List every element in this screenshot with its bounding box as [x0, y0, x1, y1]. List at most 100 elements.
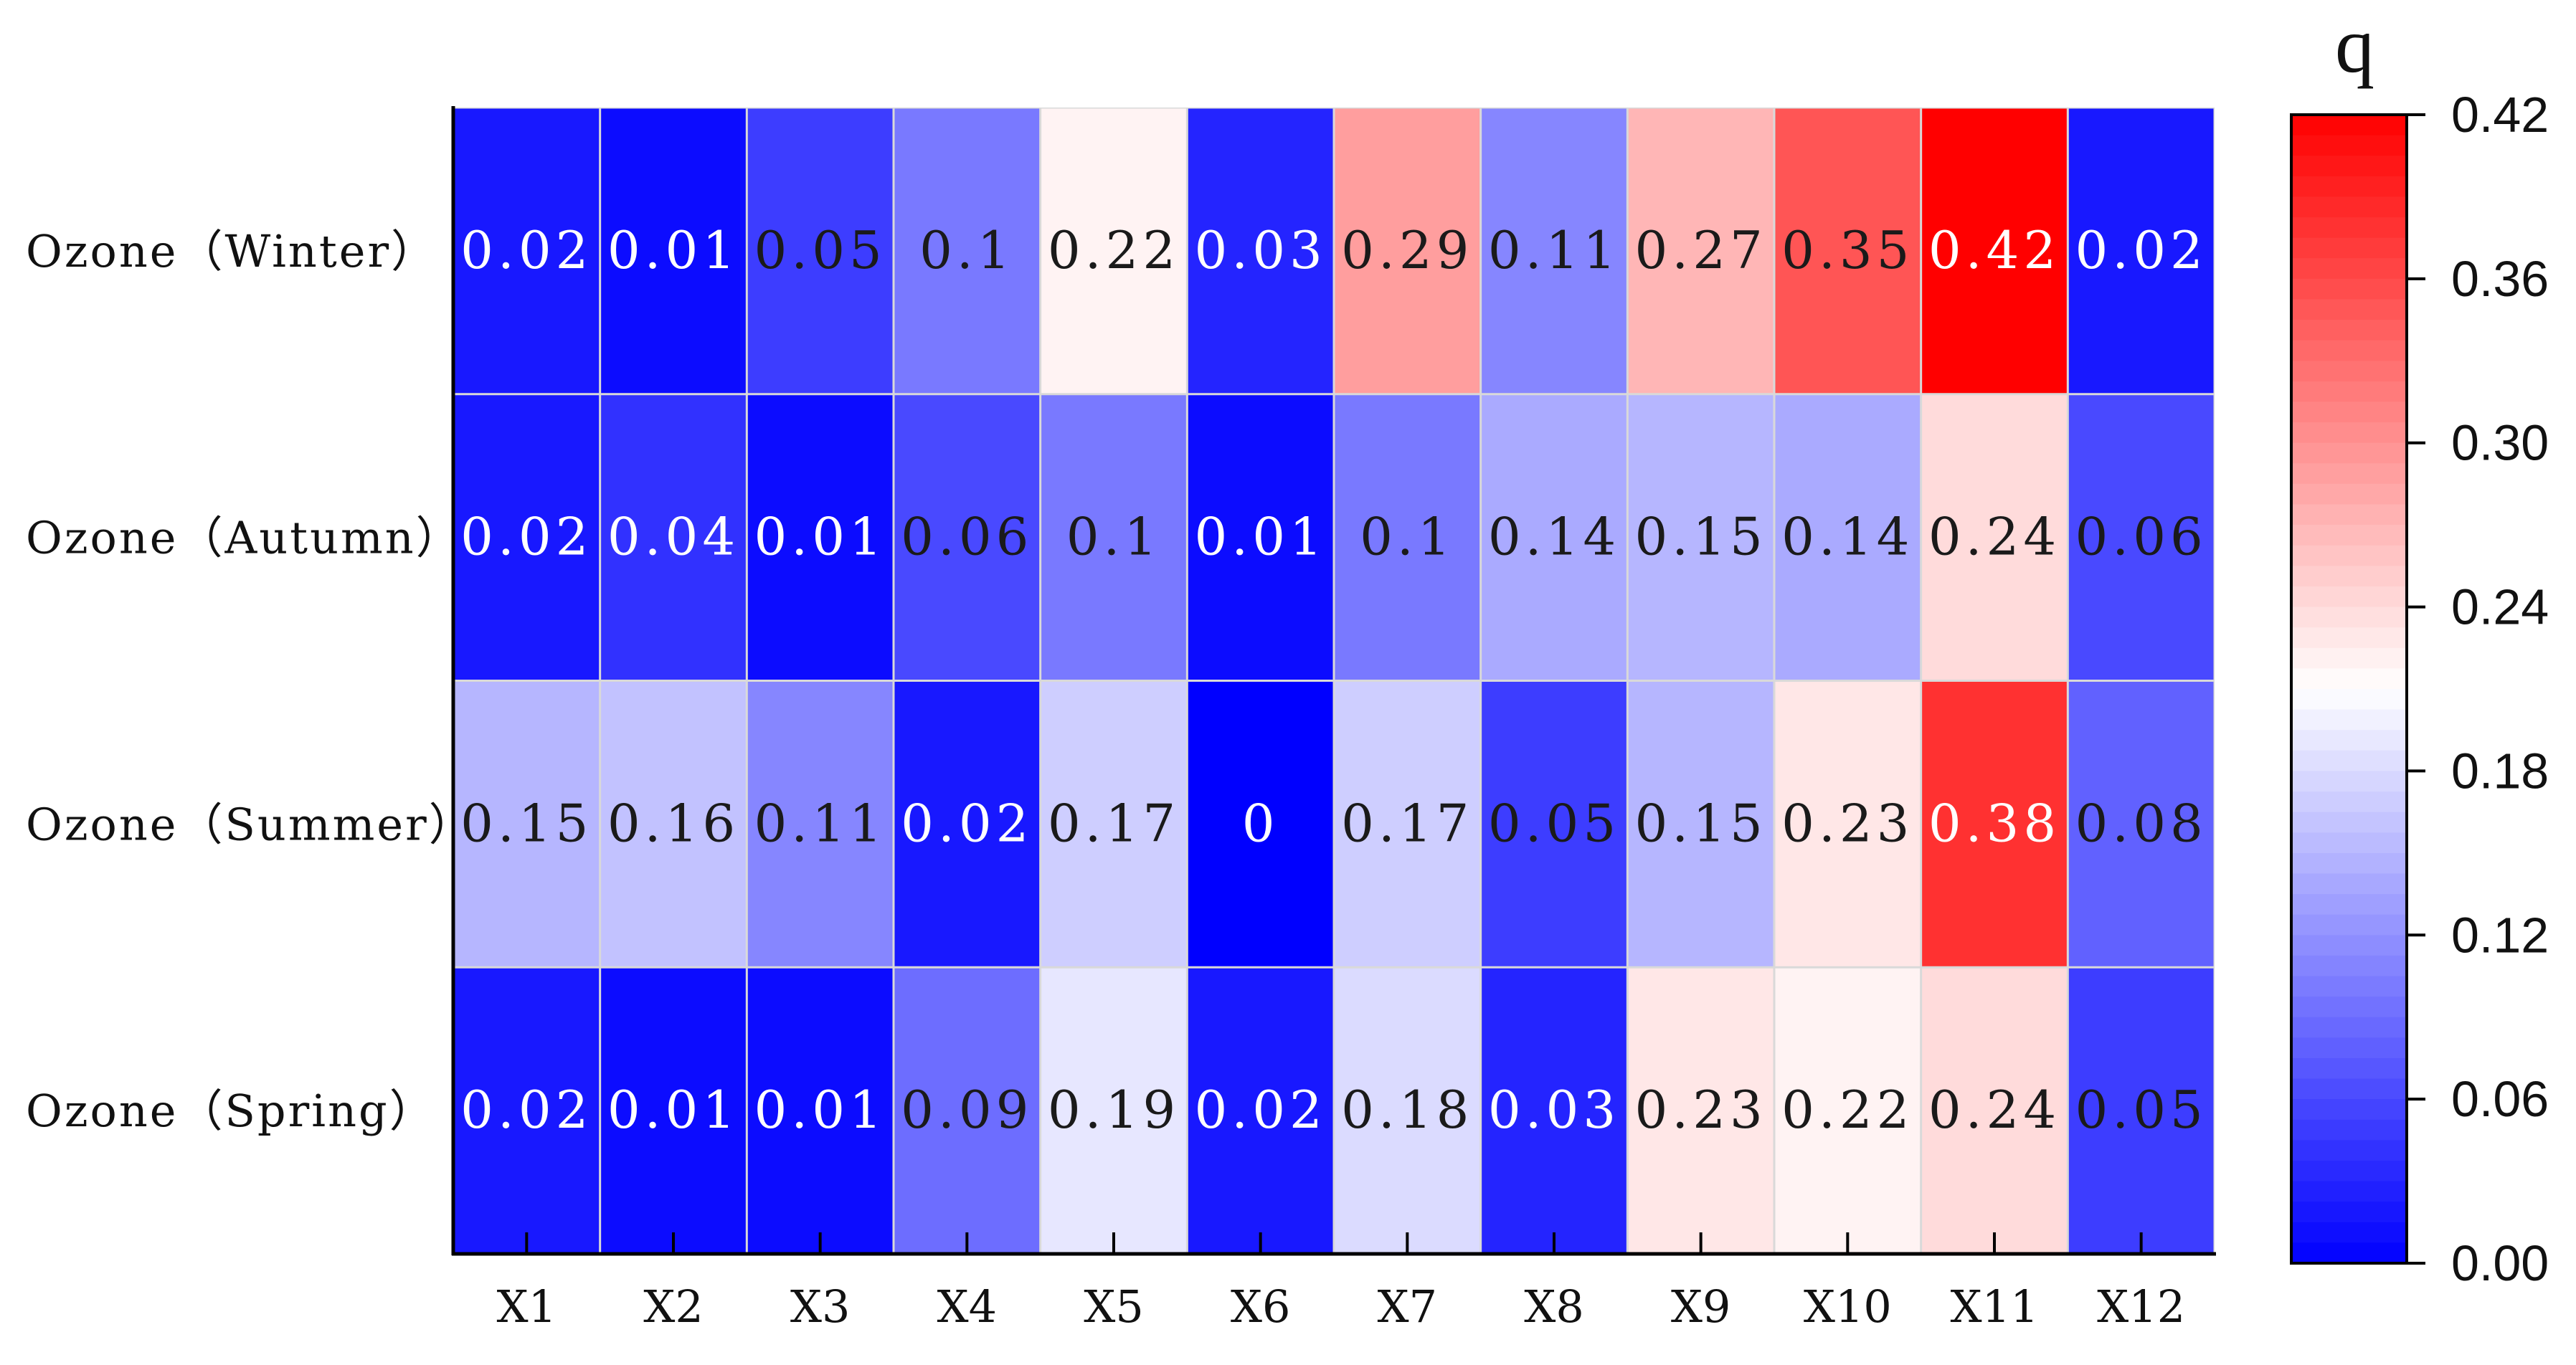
- colorbar-band: [2291, 320, 2407, 341]
- cell-value-label: 0.11: [754, 793, 886, 853]
- heatmap-cell: [2068, 395, 2214, 680]
- heatmap-cell: [1482, 682, 1626, 966]
- colorbar-band: [2291, 525, 2407, 546]
- heatmap-axes: X1 X2 X3 X4 X5 X6 X7 X8 X9 X10 X11 X12 Ozone（Winter）…: [26, 106, 2216, 1333]
- x-tick-label: X10: [1804, 1280, 1892, 1333]
- heatmap-cell: [1922, 968, 2067, 1253]
- colorbar-band: [2291, 730, 2407, 751]
- colorbar-band: [2291, 914, 2407, 936]
- heatmap-cell: [1628, 108, 1774, 394]
- heatmap-cell: [1335, 395, 1480, 680]
- cell-value-label: 0.06: [2075, 507, 2207, 567]
- x-tick-label: X1: [497, 1280, 557, 1333]
- cell-value-label: 0.15: [1635, 793, 1767, 853]
- colorbar-tick-label: 0.36: [2451, 251, 2549, 307]
- x-tick-label: X7: [1378, 1280, 1438, 1333]
- cell-value-label: 0.19: [1048, 1080, 1180, 1140]
- colorbar-band: [2291, 1057, 2407, 1080]
- x-tick-label: X3: [790, 1280, 851, 1333]
- colorbar-band: [2291, 586, 2407, 608]
- cell-value-label: 0.14: [1781, 507, 1913, 567]
- colorbar-band: [2291, 1140, 2407, 1161]
- colorbar-band: [2291, 627, 2407, 649]
- y-tick-label: Ozone（Spring）: [26, 1085, 436, 1137]
- colorbar-band: [2291, 1119, 2407, 1141]
- cell-value-label: 0.1: [919, 220, 1015, 280]
- colorbar-band: [2291, 873, 2407, 895]
- colorbar-band: [2291, 997, 2407, 1018]
- colorbar-band: [2291, 504, 2407, 525]
- heatmap-cell: [1922, 682, 2067, 966]
- cell-value-label: 0.01: [607, 220, 739, 280]
- cell-value-label: 0.24: [1928, 1080, 2060, 1140]
- cell-value-label: 0.01: [754, 1080, 886, 1140]
- cell-value-label: 0.15: [1635, 507, 1767, 567]
- cell-value-label: 0.38: [1928, 793, 2060, 853]
- colorbar-band: [2291, 812, 2407, 833]
- x-tick-label: X8: [1524, 1280, 1584, 1333]
- cell-value-label: 0.04: [607, 507, 739, 567]
- cell-value-label: 0.02: [901, 793, 1033, 853]
- x-tick-label: X9: [1671, 1280, 1731, 1333]
- colorbar-band: [2291, 156, 2407, 177]
- heatmap-cell: [894, 395, 1040, 680]
- heatmap-cell: [1482, 395, 1626, 680]
- heatmap-cell: [1188, 968, 1333, 1253]
- heatmap-cell: [747, 682, 893, 966]
- colorbar-tick-label: 0.30: [2451, 415, 2549, 471]
- colorbar-band: [2291, 1017, 2407, 1038]
- heatmap-cell-labels: 0.02 0.01 0.05 0.1 0.22 0.03 0.29 0.11 0.27 0.35 0…: [460, 220, 2207, 1140]
- colorbar-band: [2291, 1202, 2407, 1223]
- cell-value-label: 0.15: [460, 793, 592, 853]
- cell-value-label: 0.06: [901, 507, 1033, 567]
- heatmap-cell: [747, 968, 893, 1253]
- colorbar-band: [2291, 689, 2407, 710]
- heatmap-cell: [1335, 968, 1480, 1253]
- cell-value-label: 0.42: [1928, 220, 2060, 280]
- colorbar-band: [2291, 217, 2407, 239]
- colorbar-band: [2291, 771, 2407, 792]
- heatmap-cell: [601, 395, 746, 680]
- colorbar-band: [2291, 258, 2407, 280]
- cell-value-label: 0.17: [1341, 793, 1473, 853]
- cell-value-label: 0.11: [1488, 220, 1620, 280]
- cell-value-label: 0.14: [1488, 507, 1620, 567]
- cell-value-label: 0.27: [1635, 220, 1767, 280]
- heatmap-cell: [747, 108, 893, 394]
- colorbar-band: [2291, 1222, 2407, 1243]
- x-tick-label: X5: [1084, 1280, 1144, 1333]
- heatmap-cell: [454, 395, 600, 680]
- colorbar-band: [2291, 955, 2407, 977]
- cell-value-label: 0: [1242, 793, 1279, 853]
- colorbar-tick-label: 0.24: [2451, 579, 2549, 635]
- colorbar-band: [2291, 422, 2407, 444]
- heatmap-cell: [2068, 108, 2214, 394]
- colorbar-tick-label: 0.18: [2451, 743, 2549, 799]
- heatmap-cell: [1628, 968, 1774, 1253]
- cell-value-label: 0.22: [1048, 220, 1180, 280]
- x-tick-label: X11: [1950, 1280, 2038, 1333]
- heatmap-cell: [1482, 108, 1626, 394]
- heatmap-cell: [1628, 395, 1774, 680]
- colorbar-band: [2291, 566, 2407, 587]
- colorbar-band: [2291, 750, 2407, 772]
- heatmap-cell: [454, 968, 600, 1253]
- cell-value-label: 0.02: [460, 1080, 592, 1140]
- heatmap-cell: [601, 108, 746, 394]
- cell-value-label: 0.02: [2075, 220, 2207, 280]
- heatmap-cell: [1482, 968, 1626, 1253]
- colorbar-band: [2291, 852, 2407, 875]
- colorbar-band: [2291, 237, 2407, 259]
- colorbar-band: [2291, 1037, 2407, 1059]
- heatmap-background: [453, 108, 2215, 1254]
- colorbar-band: [2291, 442, 2407, 464]
- y-tick-label: Ozone（Summer）: [26, 798, 475, 850]
- cell-value-label: 0.23: [1635, 1080, 1767, 1140]
- heatmap-cell: [601, 968, 746, 1253]
- colorbar-band: [2291, 135, 2407, 156]
- cell-value-label: 0.24: [1928, 507, 2060, 567]
- cell-value-label: 0.01: [607, 1080, 739, 1140]
- colorbar-band: [2291, 299, 2407, 320]
